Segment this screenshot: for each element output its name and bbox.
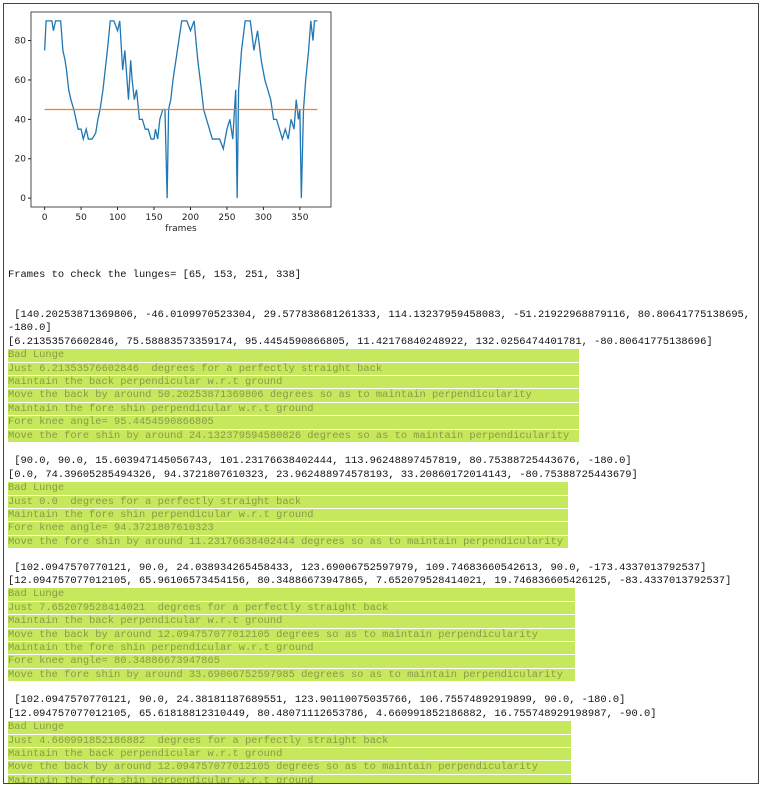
highlighted-message: Bad Lunge [8, 349, 579, 362]
highlighted-message: Maintain the fore shin perpendicular w.r… [8, 641, 575, 655]
highlighted-message: Just 7.652079528414021 degrees for a per… [8, 601, 575, 615]
x-tick-label: 300 [255, 213, 272, 223]
y-tick-label: 40 [15, 115, 27, 125]
text-output: Frames to check the lunges= [65, 153, 25… [8, 242, 756, 783]
y-tick-label: 20 [15, 155, 27, 165]
x-tick-label: 350 [291, 213, 308, 223]
y-tick-label: 60 [15, 76, 27, 86]
highlighted-message: Fore knee angle= 94.3721807610323 [8, 522, 568, 535]
highlighted-message: Move the fore shin by around 24.13237959… [8, 429, 579, 442]
highlighted-message: Move the back by around 50.2025387136980… [8, 389, 579, 402]
highlighted-message: Maintain the fore shin perpendicular w.r… [8, 402, 579, 416]
frames-line: Frames to check the lunges= [65, 153, 25… [8, 268, 302, 281]
list-output: [140.20253871369806, -46.0109970523304, … [8, 309, 757, 335]
list-output: [12.094757077012105, 65.61818812310449, … [8, 707, 657, 720]
list-output: [102.0947570770121, 90.0, 24.38181187689… [8, 694, 626, 707]
highlighted-message: Maintain the back perpendicular w.r.t gr… [8, 376, 579, 389]
highlighted-message: Maintain the fore shin perpendicular w.r… [8, 508, 568, 522]
highlighted-message: Move the back by around 12.0947570770121… [8, 761, 571, 774]
x-tick-label: 250 [218, 213, 235, 223]
highlighted-message: Bad Lunge [8, 588, 575, 601]
x-tick-label: 200 [182, 213, 199, 223]
highlighted-message: Just 6.21353576602846 degrees for a perf… [8, 362, 579, 376]
output-block: [102.0947570770121, 90.0, 24.38181187689… [8, 694, 756, 783]
data-line [43, 20, 318, 199]
highlighted-message: Move the fore shin by around 33.69006752… [8, 668, 575, 682]
highlighted-message: Bad Lunge [8, 482, 568, 495]
output-block: [90.0, 90.0, 15.603947145056743, 101.231… [8, 455, 756, 549]
highlighted-message: Fore knee angle= 80.34886673947865 [8, 655, 575, 668]
x-tick-label: 100 [109, 213, 126, 223]
list-output: [0.0, 74.39605285494326, 94.372180761032… [8, 468, 638, 481]
output-block: [102.0947570770121, 90.0, 24.03893426545… [8, 562, 756, 682]
highlighted-message: Bad Lunge [8, 721, 571, 734]
list-output: [90.0, 90.0, 15.603947145056743, 101.231… [8, 455, 632, 468]
highlighted-message: Maintain the back perpendicular w.r.t gr… [8, 748, 571, 761]
list-output: [12.094757077012105, 65.96106573454156, … [8, 574, 732, 587]
highlighted-message: Maintain the back perpendicular w.r.t gr… [8, 615, 575, 628]
x-axis-label: frames [165, 224, 197, 234]
highlighted-message: Just 0.0 degrees for a perfectly straigh… [8, 495, 568, 508]
highlighted-message: Maintain the fore shin perpendicular w.r… [8, 774, 571, 783]
notebook-output: frames 0 20 40 60 80 0 50 100 150 200 250 300 350 Fr… [3, 3, 759, 784]
x-tick-label: 150 [145, 213, 162, 223]
chart: frames 0 20 40 60 80 0 50 100 150 200 250 300 350 [15, 11, 332, 234]
highlighted-message: Fore knee angle= 95.4454590866805 [8, 416, 579, 429]
list-output: [6.21353576602846, 75.58883573359174, 95… [8, 335, 713, 348]
y-tick-label: 0 [20, 194, 26, 204]
output-block: [140.20253871369806, -46.0109970523304, … [8, 309, 756, 442]
x-tick-label: 0 [42, 213, 48, 223]
highlighted-message: Move the fore shin by around 11.23176638… [8, 535, 568, 549]
y-tick-label: 80 [15, 37, 27, 47]
x-tick-label: 50 [75, 213, 87, 223]
highlighted-message: Move the back by around 12.0947570770121… [8, 628, 575, 641]
list-output: [102.0947570770121, 90.0, 24.03893426545… [8, 561, 707, 574]
highlighted-message: Just 4.660991852186882 degrees for a per… [8, 734, 571, 748]
